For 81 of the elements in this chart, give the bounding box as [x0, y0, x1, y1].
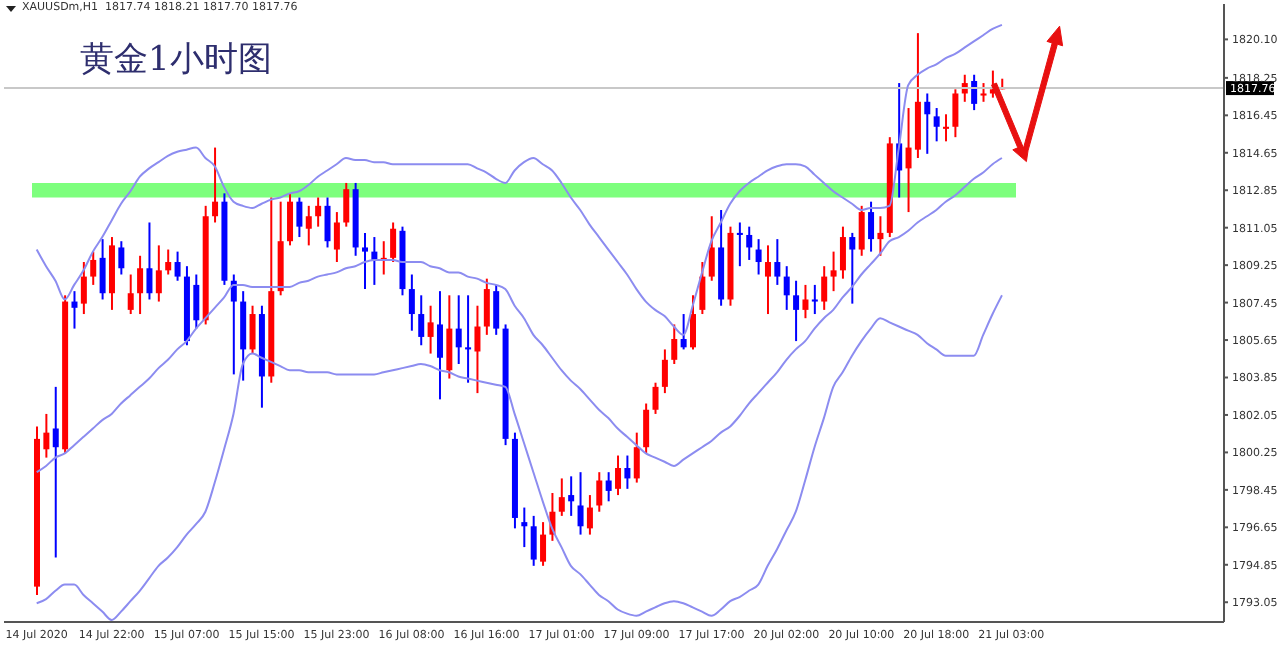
- candlestick: [521, 506, 528, 549]
- candlestick: [558, 477, 565, 517]
- candlestick: [877, 215, 884, 257]
- candlestick: [174, 250, 181, 282]
- candlestick: [493, 283, 500, 336]
- candlestick: [212, 146, 219, 224]
- candlestick: [108, 236, 115, 311]
- candlestick: [868, 200, 875, 253]
- candlestick: [821, 265, 828, 311]
- candlestick: [802, 283, 809, 320]
- candlestick: [165, 248, 172, 276]
- candlestick: [699, 261, 706, 316]
- candlestick: [230, 273, 237, 376]
- candlestick: [362, 231, 368, 291]
- candlestick: [943, 113, 950, 143]
- text: 黄金1小时图: [80, 38, 272, 82]
- candlestick: [52, 385, 59, 559]
- candlestick: [624, 454, 631, 490]
- candlestick: [849, 231, 856, 305]
- candlestick: [455, 294, 462, 365]
- candlestick: [924, 92, 931, 155]
- candlestick: [680, 313, 687, 351]
- candlestick: [90, 250, 97, 286]
- candlestick: [774, 238, 781, 286]
- candlestick: [240, 290, 247, 382]
- candlestick: [971, 73, 978, 112]
- candlestick: [952, 88, 959, 139]
- line-series: [35, 294, 1003, 621]
- candlestick: [830, 250, 837, 293]
- line-series: [35, 23, 1003, 336]
- candlestick: [530, 514, 537, 567]
- candlestick: [577, 471, 584, 536]
- candlestick: [155, 244, 162, 303]
- candlestick: [146, 221, 153, 301]
- candlestick: [783, 265, 790, 311]
- candlestick: [793, 279, 800, 343]
- candlestick: [596, 471, 603, 513]
- candlestick: [80, 261, 87, 316]
- candlestick: [811, 283, 818, 316]
- candlestick: [643, 402, 650, 455]
- candlestick: [436, 290, 443, 401]
- candlestick: [305, 204, 312, 247]
- candlestick: [127, 273, 134, 316]
- candlestick: [736, 221, 743, 268]
- candlestick: [446, 294, 453, 380]
- candlestick: [333, 211, 340, 264]
- candlestick: [586, 494, 593, 536]
- candlestick: [249, 304, 256, 355]
- candlestick: [390, 221, 397, 264]
- candlestick: [858, 204, 865, 257]
- candlestick: [633, 431, 640, 484]
- candlestick: [615, 454, 622, 497]
- candlestick: [746, 225, 753, 261]
- candlestick: [324, 196, 331, 249]
- candlestick: [933, 107, 940, 143]
- candlestick: [540, 521, 547, 567]
- candlestick: [690, 294, 696, 351]
- candlestick: [483, 277, 490, 336]
- candlestick: [137, 254, 144, 316]
- candlestick: [99, 238, 106, 301]
- candlestick: [418, 294, 425, 347]
- candlestick: [315, 196, 322, 228]
- candlestick: [568, 475, 575, 517]
- candlestick: [755, 238, 762, 276]
- candlestick: [671, 323, 678, 365]
- candlestick: [980, 82, 987, 103]
- candlestick: [474, 304, 481, 395]
- candlestick: [427, 304, 434, 355]
- candlestick: [71, 290, 78, 330]
- candlestick: [764, 244, 771, 316]
- candlestick: [118, 240, 125, 276]
- candlestick: [708, 215, 715, 282]
- candlestick: [408, 273, 415, 332]
- candlestick: [343, 181, 350, 228]
- candlestick: [839, 225, 846, 280]
- candlestick: [661, 348, 668, 395]
- candlestick: [296, 196, 303, 239]
- candlestick: [652, 381, 659, 415]
- candlestick: [287, 192, 294, 247]
- candlestick: [605, 471, 612, 503]
- candlestick: [465, 294, 472, 384]
